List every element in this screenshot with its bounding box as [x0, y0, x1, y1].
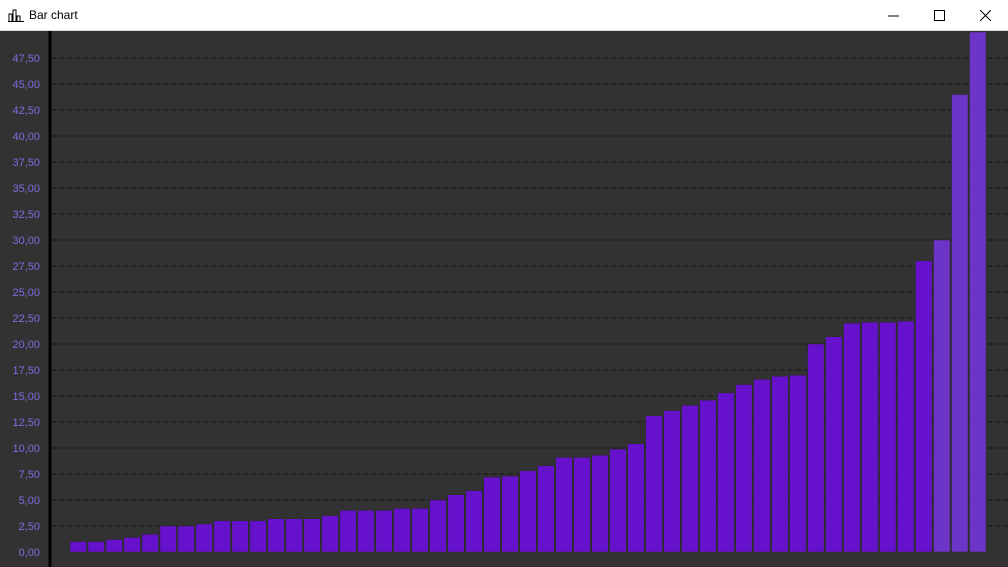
bar[interactable] [357, 510, 375, 553]
y-tick-label: 15,00 [12, 391, 40, 403]
y-tick-label: 30,00 [12, 235, 40, 247]
window-title: Bar chart [29, 8, 78, 22]
bar[interactable] [807, 343, 825, 553]
bar[interactable] [141, 534, 159, 553]
bar[interactable] [429, 499, 447, 553]
bar[interactable] [735, 384, 753, 553]
bar[interactable] [339, 510, 357, 553]
bar[interactable] [501, 475, 519, 553]
bar[interactable] [447, 494, 465, 553]
bar[interactable] [681, 405, 699, 553]
bar[interactable] [69, 541, 87, 553]
bar[interactable] [231, 520, 249, 553]
y-tick-label: 47,50 [12, 53, 40, 65]
bar[interactable] [249, 520, 267, 553]
y-tick-label: 40,00 [12, 131, 40, 143]
bar[interactable] [411, 508, 429, 553]
bar[interactable] [951, 94, 969, 553]
minimize-icon [887, 15, 899, 16]
bar[interactable] [645, 415, 663, 553]
bar[interactable] [573, 457, 591, 553]
y-tick-label: 0,00 [19, 547, 40, 559]
y-tick-label: 22,50 [12, 313, 40, 325]
bar[interactable] [663, 410, 681, 553]
maximize-icon [933, 9, 945, 21]
chart-area: 0,00 2,50 5,00 7,50 10,00 12,50 15,00 17,50 20,0… [0, 31, 1008, 567]
bar[interactable] [591, 455, 609, 553]
y-tick-label: 27,50 [12, 261, 40, 273]
bar[interactable] [933, 239, 951, 553]
bar[interactable] [969, 31, 987, 553]
y-tick-label: 25,00 [12, 287, 40, 299]
bar[interactable] [105, 539, 123, 553]
bar[interactable] [267, 518, 285, 553]
y-tick-label: 10,00 [12, 443, 40, 455]
y-tick-label: 12,50 [12, 417, 40, 429]
close-button[interactable] [962, 0, 1008, 30]
bar[interactable] [609, 448, 627, 553]
bar[interactable] [519, 470, 537, 553]
bar[interactable] [195, 523, 213, 553]
bar[interactable] [825, 336, 843, 553]
bar[interactable] [159, 525, 177, 553]
bar[interactable] [483, 476, 501, 553]
maximize-button[interactable] [916, 0, 962, 30]
y-tick-label: 7,50 [19, 469, 40, 481]
y-tick-label: 42,50 [12, 105, 40, 117]
bar[interactable] [465, 490, 483, 553]
bar[interactable] [915, 260, 933, 553]
close-icon [979, 9, 991, 21]
bar[interactable] [303, 518, 321, 553]
y-tick-label: 20,00 [12, 339, 40, 351]
bar[interactable] [537, 465, 555, 553]
minimize-button[interactable] [870, 0, 916, 30]
y-tick-label: 5,00 [19, 495, 40, 507]
bar[interactable] [123, 537, 141, 553]
bar[interactable] [879, 321, 897, 553]
y-tick-label: 37,50 [12, 157, 40, 169]
bar-chart: 0,00 2,50 5,00 7,50 10,00 12,50 15,00 17,50 20,0… [12, 31, 1008, 567]
bar[interactable] [699, 399, 717, 553]
bar[interactable] [843, 322, 861, 553]
bar[interactable] [753, 379, 771, 553]
bar[interactable] [375, 510, 393, 553]
bar[interactable] [393, 508, 411, 553]
y-tick-label: 32,50 [12, 209, 40, 221]
y-tick-label: 35,00 [12, 183, 40, 195]
bar[interactable] [861, 321, 879, 553]
bar[interactable] [897, 320, 915, 553]
bar[interactable] [717, 392, 735, 553]
bar[interactable] [285, 518, 303, 553]
bar[interactable] [627, 443, 645, 553]
bar-chart-icon [8, 8, 24, 23]
bar[interactable] [321, 515, 339, 553]
y-tick-label: 45,00 [12, 79, 40, 91]
bar[interactable] [555, 457, 573, 553]
bar[interactable] [771, 375, 789, 553]
bar[interactable] [789, 374, 807, 553]
bar[interactable] [87, 541, 105, 553]
title-bar: Bar chart [0, 0, 1008, 31]
bar[interactable] [177, 525, 195, 553]
bar[interactable] [213, 520, 231, 553]
y-tick-label: 2,50 [19, 521, 40, 533]
y-tick-label: 17,50 [12, 365, 40, 377]
